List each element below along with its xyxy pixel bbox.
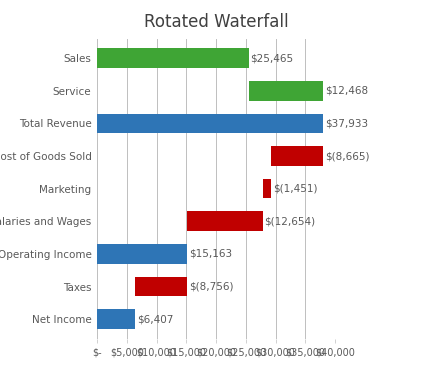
Title: Rotated Waterfall: Rotated Waterfall [144, 13, 288, 32]
Text: $(8,756): $(8,756) [189, 281, 234, 291]
Text: $25,465: $25,465 [250, 53, 294, 63]
Bar [135, 277, 187, 296]
Bar [97, 310, 135, 329]
Bar [97, 114, 323, 133]
Bar [97, 244, 187, 264]
Text: $(8,665): $(8,665) [325, 151, 369, 161]
Text: $(1,451): $(1,451) [273, 184, 318, 194]
Text: $6,407: $6,407 [137, 314, 173, 324]
Bar [263, 179, 271, 198]
Text: $15,163: $15,163 [189, 249, 232, 259]
Bar [97, 48, 249, 68]
Bar [249, 81, 323, 100]
Bar [271, 146, 323, 166]
Text: $37,933: $37,933 [325, 118, 368, 128]
Text: $(12,654): $(12,654) [265, 216, 316, 226]
Text: $12,468: $12,468 [325, 86, 368, 96]
Bar [187, 211, 263, 231]
